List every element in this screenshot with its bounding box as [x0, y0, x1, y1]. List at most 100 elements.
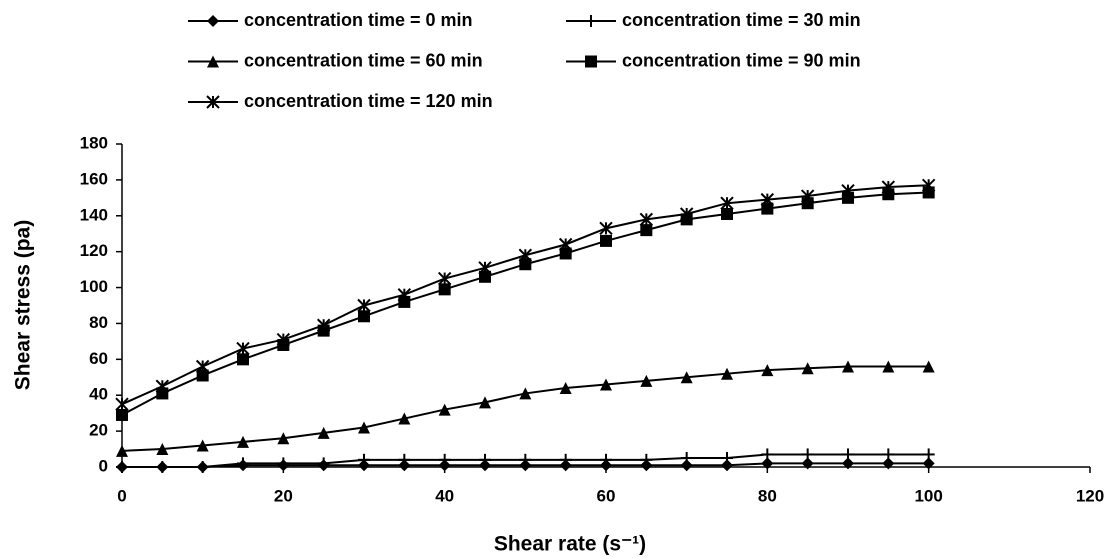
marker-shape: [196, 369, 209, 382]
marker-shape: [519, 258, 532, 271]
marker: [680, 452, 693, 465]
x-tick-label: 0: [117, 486, 126, 505]
marker: [761, 202, 774, 215]
marker: [156, 443, 169, 456]
marker: [760, 192, 775, 207]
legend-label: concentration time = 60 min: [244, 50, 483, 70]
marker: [640, 374, 653, 387]
marker: [437, 271, 452, 286]
marker-shape: [801, 457, 814, 470]
marker-shape: [156, 443, 169, 456]
marker-shape: [680, 459, 693, 472]
marker-shape: [801, 362, 814, 375]
marker: [881, 180, 896, 194]
marker: [519, 453, 532, 466]
marker-shape: [438, 283, 451, 296]
marker: [116, 444, 128, 457]
x-tick-label: 40: [435, 486, 454, 505]
marker: [721, 452, 733, 465]
y-axis-title: Shear stress (pa): [12, 220, 35, 390]
legend-item: concentration time = 30 min: [566, 10, 861, 30]
marker-shape: [922, 360, 935, 373]
marker: [680, 459, 693, 472]
marker: [600, 453, 612, 466]
marker-shape: [196, 439, 209, 452]
y-tick-label: 80: [89, 313, 108, 332]
marker: [317, 426, 330, 439]
marker: [478, 261, 492, 275]
marker: [558, 237, 573, 252]
marker-shape: [882, 457, 895, 470]
marker: [761, 457, 774, 470]
marker: [519, 258, 532, 271]
marker: [882, 448, 895, 461]
marker-shape: [922, 457, 935, 470]
marker: [842, 457, 854, 470]
marker: [397, 288, 412, 302]
marker: [317, 457, 330, 470]
marker: [236, 341, 250, 356]
marker: [721, 207, 733, 220]
marker-shape: [559, 382, 572, 395]
marker: [277, 432, 290, 445]
marker-shape: [761, 202, 774, 215]
marker: [922, 360, 935, 373]
marker: [196, 461, 209, 473]
marker-shape: [585, 55, 597, 68]
marker-shape: [479, 396, 491, 409]
marker-shape: [277, 432, 290, 445]
marker: [358, 421, 370, 434]
marker: [640, 453, 653, 466]
marker: [207, 15, 219, 27]
y-tick-label: 160: [80, 169, 108, 188]
marker-shape: [207, 15, 219, 27]
marker: [801, 448, 814, 461]
marker: [316, 318, 331, 332]
marker-shape: [842, 457, 854, 470]
x-tick-label: 100: [914, 486, 942, 505]
marker-shape: [116, 408, 128, 421]
marker-shape: [721, 207, 733, 220]
marker: [116, 408, 128, 421]
marker: [237, 353, 249, 366]
marker-shape: [600, 234, 612, 247]
marker: [155, 379, 170, 393]
marker: [438, 453, 451, 466]
marker: [479, 270, 491, 283]
marker: [237, 435, 249, 448]
marker: [720, 196, 734, 210]
marker-shape: [721, 367, 733, 380]
marker: [801, 457, 814, 470]
y-tick-label: 60: [89, 349, 108, 368]
marker: [479, 396, 491, 409]
marker-shape: [519, 387, 532, 400]
marker: [115, 397, 129, 411]
y-tick-label: 100: [80, 277, 108, 296]
marker: [357, 298, 371, 313]
x-axis-title: Shear rate (s⁻¹): [494, 533, 646, 556]
marker: [438, 283, 451, 296]
marker-shape: [116, 444, 128, 457]
marker-shape: [559, 247, 572, 260]
marker: [842, 448, 854, 461]
marker-shape: [882, 360, 895, 373]
y-tick-label: 40: [89, 385, 108, 404]
marker: [438, 403, 451, 416]
marker: [721, 367, 733, 380]
marker-shape: [680, 371, 693, 384]
marker: [721, 459, 733, 472]
marker-shape: [721, 459, 733, 472]
marker-shape: [600, 378, 612, 391]
x-tick-label: 20: [274, 486, 293, 505]
marker: [519, 387, 532, 400]
marker: [761, 448, 774, 461]
marker: [276, 332, 291, 347]
marker-shape: [640, 374, 653, 387]
marker: [640, 224, 653, 237]
y-tick-label: 120: [80, 241, 108, 260]
legend-item: concentration time = 60 min: [188, 50, 483, 70]
marker-shape: [237, 353, 249, 366]
legend-item: concentration time = 90 min: [566, 50, 861, 70]
marker: [237, 457, 249, 470]
